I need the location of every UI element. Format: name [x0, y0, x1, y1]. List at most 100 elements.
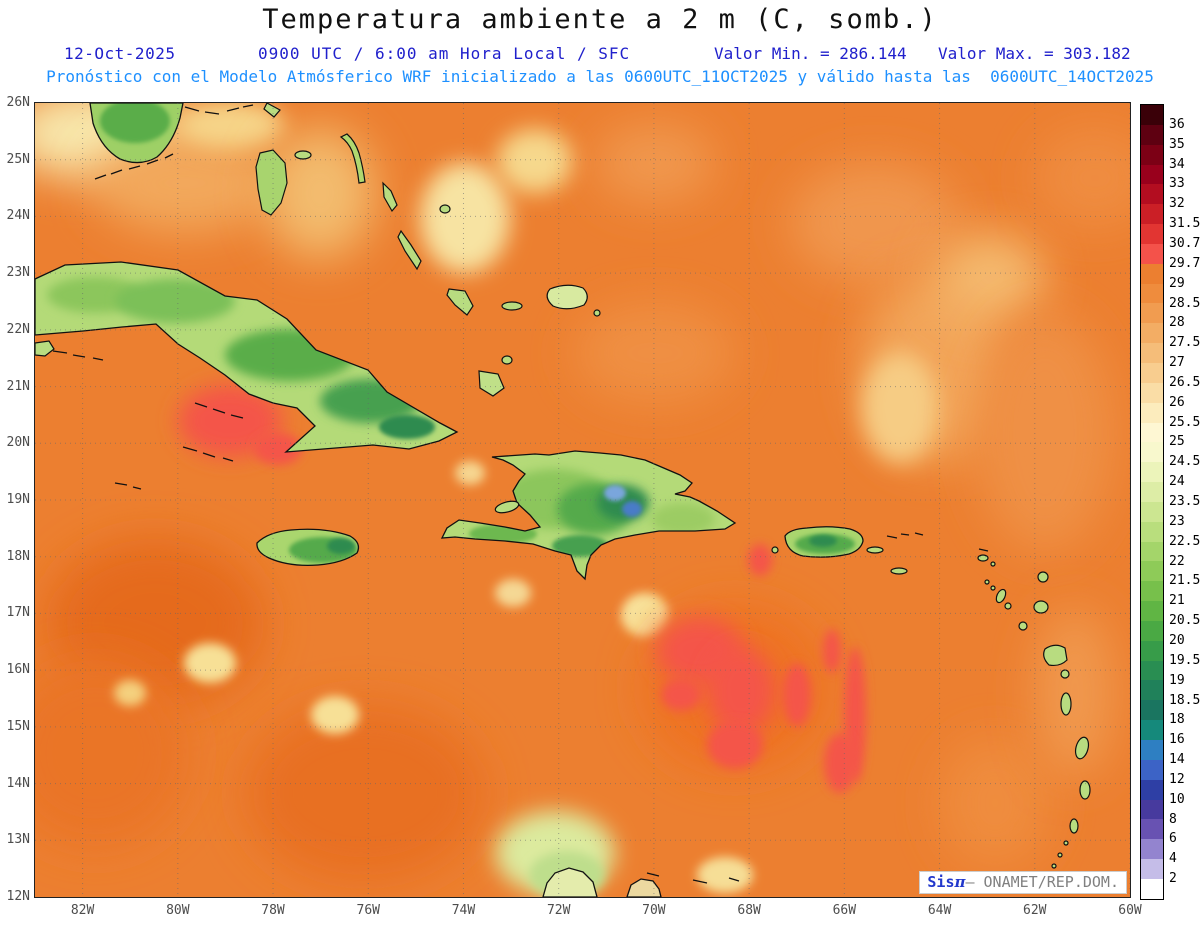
colorbar-swatch: [1141, 343, 1163, 363]
watermark-sis: Sis: [927, 873, 955, 891]
lat-tick-label: 12N: [6, 888, 30, 904]
colorbar-swatch: [1141, 184, 1163, 205]
colorbar-swatch: [1141, 402, 1163, 423]
bahamas-islands: [184, 103, 601, 397]
watermark-org: – ONAMET/REP.DOM.: [965, 873, 1119, 891]
colorbar-swatch: [1141, 779, 1163, 800]
colorbar-label: 26.5: [1169, 374, 1200, 390]
colorbar-label: 6: [1169, 831, 1177, 847]
florida-keys: [94, 153, 174, 180]
lon-tick-label: 70W: [642, 903, 666, 918]
cays-dashes: [52, 350, 740, 884]
forecast-time: 0900 UTC / 6:00 am Hora Local / SFC: [258, 44, 631, 63]
colorbar-label: 27.5: [1169, 335, 1200, 351]
colorbar-swatch: [1141, 144, 1163, 165]
lon-tick-label: 76W: [356, 903, 380, 918]
colorbar-swatch: [1141, 581, 1163, 602]
colorbar-label: 22: [1169, 553, 1185, 569]
colorbar-label: 20.5: [1169, 613, 1200, 629]
map-canvas: [35, 103, 1130, 897]
colorbar-swatch: [1141, 442, 1163, 463]
lat-tick-label: 13N: [6, 832, 30, 848]
colorbar-label: 18: [1169, 712, 1185, 728]
colorbar-swatch: [1141, 124, 1163, 145]
lon-tick-label: 66W: [832, 903, 857, 918]
lat-tick-label: 15N: [6, 718, 30, 734]
lon-tick-label: 82W: [70, 903, 95, 918]
cold-spot: [622, 501, 642, 517]
colorbar-label: 19: [1169, 672, 1185, 688]
colorbar-label: 21: [1169, 593, 1185, 609]
colorbar-label: 26: [1169, 394, 1185, 410]
florida-peninsula: [89, 103, 184, 180]
colorbar-label: 24.5: [1169, 454, 1200, 470]
colorbar-label: 33: [1169, 176, 1185, 192]
colorbar-label: 18.5: [1169, 692, 1200, 708]
lon-tick-label: 74W: [451, 903, 476, 918]
colorbar-label: 19.5: [1169, 652, 1200, 668]
colorbar-swatch: [1141, 799, 1163, 820]
colorbar-swatch: [1141, 759, 1163, 780]
colorbar-swatch: [1141, 561, 1163, 582]
lon-tick-label: 64W: [927, 903, 952, 918]
model-info-line: Pronóstico con el Modelo Atmósferico WRF…: [46, 67, 1154, 86]
colorbar-label: 28.5: [1169, 295, 1200, 311]
lon-tick-label: 62W: [1023, 903, 1047, 918]
lat-tick-label: 20N: [6, 435, 30, 451]
lat-tick-label: 26N: [6, 95, 30, 110]
lat-tick-label: 24N: [6, 208, 30, 224]
colorbar-swatch: [1141, 700, 1163, 721]
islands-layer: [35, 103, 1091, 897]
colorbar-label: 22.5: [1169, 533, 1200, 549]
colorbar-label: 36: [1169, 116, 1185, 132]
colorbar-swatch: [1141, 501, 1163, 522]
colorbar-swatch: [1141, 303, 1163, 324]
colorbar-swatch: [1141, 362, 1163, 383]
colorbar-swatch: [1141, 105, 1163, 125]
colorbar-label: 12: [1169, 771, 1185, 787]
colorbar-swatch: [1141, 878, 1163, 899]
watermark: Sisπ– ONAMET/REP.DOM.: [919, 871, 1127, 894]
pi-icon: π: [954, 873, 966, 891]
south-america-coast: [542, 867, 662, 897]
colorbar-label: 32: [1169, 196, 1185, 212]
colorbar-label: 34: [1169, 156, 1185, 172]
colorbar-swatch: [1141, 541, 1163, 562]
value-min: Valor Min. = 286.144: [714, 44, 907, 63]
colorbar-label: 31.5: [1169, 216, 1200, 232]
colorbar-swatch: [1141, 263, 1163, 284]
cuba-island: [35, 261, 458, 453]
lon-tick-label: 78W: [261, 903, 285, 918]
colorbar-label: 10: [1169, 791, 1185, 807]
lon-tick-label: 60W: [1118, 903, 1142, 918]
map-area: Sisπ– ONAMET/REP.DOM.: [34, 102, 1131, 898]
colorbar-swatch: [1141, 680, 1163, 701]
mona-island: [771, 546, 779, 554]
colorbar-label: 2: [1169, 871, 1177, 887]
lon-tick-label: 72W: [546, 903, 571, 918]
gonave-island: [494, 500, 520, 514]
colorbar-label: 23.5: [1169, 494, 1200, 509]
lat-tick-label: 18N: [6, 548, 30, 564]
colorbar-label: 25.5: [1169, 414, 1200, 430]
jamaica-island: [256, 528, 360, 567]
colorbar-label: 21.5: [1169, 573, 1200, 589]
colorbar-swatch: [1141, 601, 1163, 621]
cold-spot: [604, 485, 626, 501]
colorbar-swatches: [1140, 104, 1164, 900]
colorbar-label: 35: [1169, 136, 1185, 152]
lat-tick-label: 16N: [6, 662, 30, 678]
colorbar-label: 28: [1169, 315, 1185, 331]
colorbar-swatch: [1141, 243, 1163, 264]
lon-tick-label: 68W: [737, 903, 761, 918]
colorbar-label: 16: [1169, 732, 1185, 748]
colorbar-label: 29: [1169, 275, 1185, 291]
colorbar-swatch: [1141, 819, 1163, 840]
puerto-rico-island: [784, 526, 864, 558]
colorbar-label: 29.7: [1169, 255, 1200, 271]
colorbar-swatch: [1141, 660, 1163, 681]
colorbar-swatch: [1141, 740, 1163, 760]
colorbar-swatch: [1141, 521, 1163, 542]
lat-tick-label: 17N: [6, 605, 30, 621]
colorbar-swatch: [1141, 382, 1163, 403]
